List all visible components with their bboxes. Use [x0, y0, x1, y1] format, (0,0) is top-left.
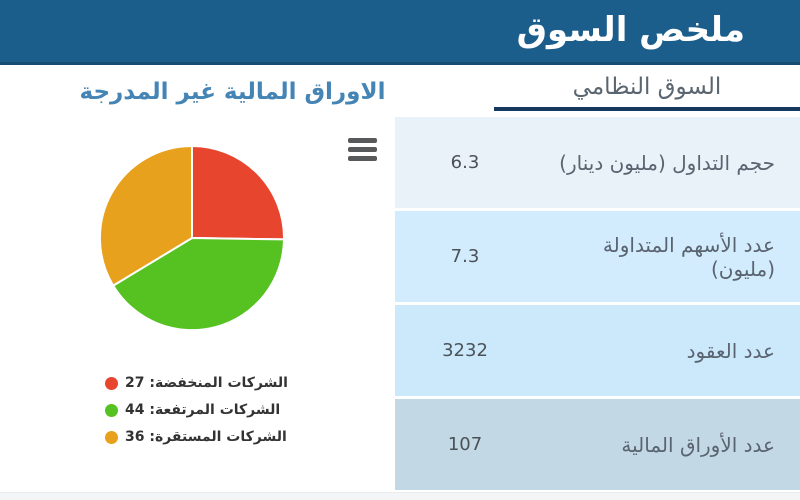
legend-label: الشركات المستقرة: 36 [125, 429, 287, 445]
stat-value: 6.3 [450, 152, 480, 173]
table-row: حجم التداول (مليون دينار) 6.3 [395, 117, 800, 208]
stat-label: عدد الأوراق المالية [621, 432, 775, 457]
table-row: عدد الأسهم المتداولة (مليون) 7.3 [395, 211, 800, 302]
stat-value: 3232 [442, 340, 488, 361]
legend-item[interactable]: الشركات المنخفضة: 27 [105, 375, 288, 391]
legend-marker [105, 403, 118, 417]
legend-item[interactable]: الشركات المستقرة: 36 [105, 429, 288, 445]
regular-market-panel: السوق النظامي حجم التداول (مليون دينار) 6… [395, 65, 800, 492]
tab-regular-market[interactable]: السوق النظامي [572, 74, 722, 100]
legend-marker [105, 430, 118, 444]
stat-value: 7.3 [450, 246, 480, 267]
table-row: عدد العقود 3232 [395, 305, 800, 396]
pie-slice[interactable] [98, 145, 193, 287]
hamburger-icon [348, 156, 377, 161]
stat-label: عدد الأسهم المتداولة (مليون) [602, 232, 775, 281]
pie-legend: الشركات المنخفضة: 27 الشركات المرتفعة: 44… [105, 375, 288, 456]
section-title-unlisted: الاوراق المالية غير المدرجة [79, 79, 386, 105]
hamburger-icon [348, 138, 377, 143]
stat-value: 107 [447, 434, 483, 455]
table-row: عدد الأوراق المالية 107 [395, 399, 800, 490]
page-title: ملخص السوق [516, 10, 745, 50]
market-stats-table: حجم التداول (مليون دينار) 6.3 عدد الأسهم ا… [395, 117, 800, 490]
legend-label: الشركات المنخفضة: 27 [125, 375, 288, 391]
pie-slice[interactable] [191, 145, 286, 241]
tab-box: السوق النظامي [494, 65, 800, 111]
legend-marker [105, 376, 118, 390]
stat-label: حجم التداول (مليون دينار) [559, 150, 775, 175]
stat-label: عدد العقود [686, 338, 775, 363]
legend-item[interactable]: الشركات المرتفعة: 44 [105, 402, 288, 418]
tab-underline [494, 107, 800, 111]
pie-chart [98, 145, 286, 332]
legend-label: الشركات المرتفعة: 44 [125, 402, 281, 418]
chart-menu-button[interactable] [348, 138, 377, 161]
pie-slice[interactable] [112, 237, 285, 332]
bottom-strip [0, 492, 800, 500]
unlisted-securities-panel: الاوراق المالية غير المدرجة الشركات المن… [0, 65, 395, 492]
header-bar: ملخص السوق [0, 0, 800, 65]
hamburger-icon [348, 147, 377, 152]
